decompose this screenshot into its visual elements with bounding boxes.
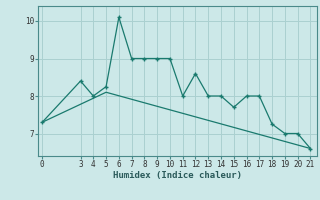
X-axis label: Humidex (Indice chaleur): Humidex (Indice chaleur) (113, 171, 242, 180)
